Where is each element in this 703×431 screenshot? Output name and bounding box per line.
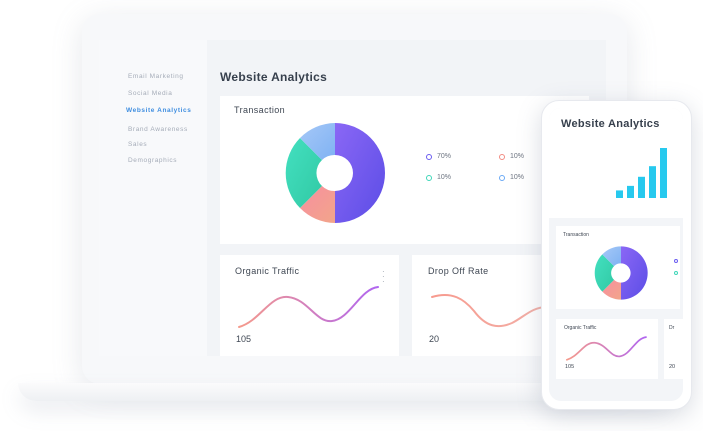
mobile-drop-off-rate-title: Dr <box>669 325 675 331</box>
legend-item: 70% <box>426 153 451 160</box>
mobile-transaction-title: Transaction <box>563 232 589 238</box>
legend-marker-icon <box>674 271 678 275</box>
desktop-screen: Email Marketing Social Media Website Ana… <box>99 40 606 356</box>
legend-item: 10% <box>499 174 524 181</box>
donut-slice-sky <box>300 123 335 160</box>
sidebar-item-website-analytics[interactable]: Website Analytics <box>126 107 192 114</box>
legend-marker-icon <box>426 153 432 160</box>
mobile-drop-off-rate-card: Dr 20 <box>664 319 683 379</box>
donut-slice-coral <box>602 279 621 300</box>
more-options-icon[interactable]: · · · <box>382 267 385 286</box>
donut-slice-purple <box>335 123 385 223</box>
drop-off-rate-value: 20 <box>429 334 440 344</box>
sidebar: Email Marketing Social Media Website Ana… <box>99 40 207 356</box>
phone-frame: Website Analytics Transaction Organic Tr… <box>541 100 692 410</box>
legend-item: 10% <box>426 174 451 181</box>
mobile-page-title: Website Analytics <box>561 118 660 130</box>
legend-label: 10% <box>437 174 452 181</box>
legend-item: 10% <box>499 153 524 160</box>
mobile-transaction-donut-chart <box>594 246 648 300</box>
donut-slice-coral <box>300 186 335 223</box>
sidebar-item-email-marketing[interactable]: Email Marketing <box>128 73 184 80</box>
transaction-donut-chart <box>285 123 385 223</box>
legend-marker-icon <box>499 174 505 181</box>
bar <box>627 185 634 198</box>
bar <box>660 148 667 198</box>
bar <box>649 166 656 198</box>
donut-slice-teal <box>594 254 615 292</box>
drop-off-rate-title: Drop Off Rate <box>428 266 489 276</box>
mobile-organic-traffic-value: 105 <box>565 364 575 370</box>
organic-traffic-title: Organic Traffic <box>235 266 300 276</box>
mobile-transaction-card: Transaction <box>556 226 680 309</box>
mobile-drop-off-rate-value: 20 <box>669 364 676 370</box>
transaction-card: Transaction <box>220 96 589 244</box>
bar <box>616 190 623 198</box>
donut-slice-teal <box>285 138 322 208</box>
sidebar-item-social-media[interactable]: Social Media <box>128 90 173 97</box>
mobile-screen: Website Analytics Transaction Organic Tr… <box>549 108 683 401</box>
sidebar-item-demographics[interactable]: Demographics <box>128 157 178 164</box>
transaction-title: Transaction <box>234 105 286 115</box>
legend-marker-icon <box>426 174 432 181</box>
drop-off-rate-sparkline <box>431 293 548 328</box>
donut-slice-sky <box>602 246 621 267</box>
mobile-organic-traffic-title: Organic Traffic <box>564 325 597 331</box>
mobile-header: Website Analytics <box>549 108 683 218</box>
mobile-bar-chart <box>616 148 667 198</box>
organic-traffic-card: Organic Traffic · · · 105 <box>220 255 399 356</box>
sidebar-item-sales[interactable]: Sales <box>128 141 148 148</box>
legend-marker-icon <box>499 153 505 160</box>
laptop-frame: Email Marketing Social Media Website Ana… <box>82 14 627 384</box>
legend-label: 10% <box>510 153 525 160</box>
sidebar-item-brand-awareness[interactable]: Brand Awareness <box>128 126 188 133</box>
page-title: Website Analytics <box>220 70 328 84</box>
legend-label: 70% <box>437 153 452 160</box>
organic-traffic-sparkline <box>238 286 379 328</box>
bar <box>638 176 645 198</box>
organic-traffic-value: 105 <box>236 334 252 344</box>
mobile-organic-traffic-card: Organic Traffic 105 <box>556 319 658 379</box>
donut-slice-purple <box>621 246 648 300</box>
mobile-organic-traffic-sparkline <box>565 336 647 361</box>
legend-marker-icon <box>674 259 678 263</box>
laptop-base <box>18 383 668 401</box>
legend-label: 10% <box>510 174 525 181</box>
